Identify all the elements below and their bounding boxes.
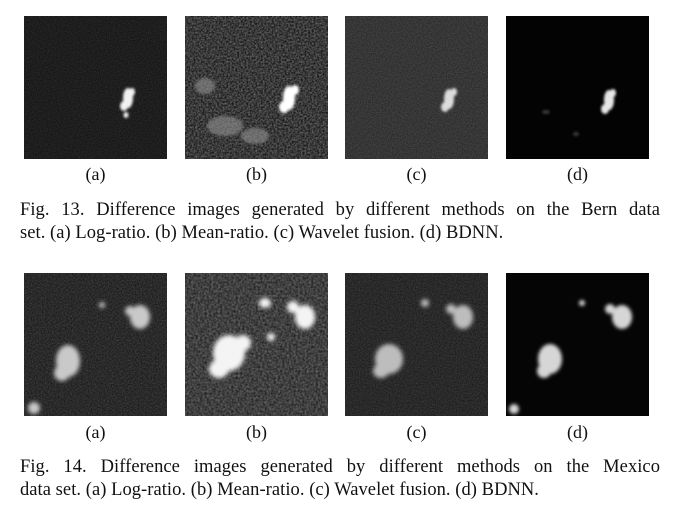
mexico-bdnn-image (506, 273, 649, 416)
mexico-wavelet-fusion-image (345, 273, 488, 416)
sublabel-b: (b) (246, 164, 267, 184)
sublabel-d: (d) (567, 422, 588, 442)
bern-bdnn-image (506, 16, 649, 159)
caption-line: data set. (a) Log-ratio. (b) Mean-ratio.… (20, 480, 539, 500)
caption-line: Fig. 13. Difference images generated by … (20, 200, 660, 220)
figure-14-caption: Fig. 14. Difference images generated by … (20, 456, 660, 502)
figure-13-caption: Fig. 13. Difference images generated by … (20, 199, 660, 245)
mexico-mean-ratio-image (185, 273, 328, 416)
bern-wavelet-fusion-image (345, 16, 488, 159)
caption-line: Fig. 14. Difference images generated by … (20, 457, 660, 477)
sublabel-d: (d) (567, 164, 588, 184)
sublabel-a: (a) (85, 164, 106, 184)
mexico-log-ratio-image (24, 273, 167, 416)
sublabel-b: (b) (246, 422, 267, 442)
bern-log-ratio-image (24, 16, 167, 159)
sublabel-c: (c) (406, 164, 427, 184)
sublabel-c: (c) (406, 422, 427, 442)
bern-mean-ratio-image (185, 16, 328, 159)
caption-line: set. (a) Log-ratio. (b) Mean-ratio. (c) … (20, 223, 504, 243)
sublabel-a: (a) (85, 422, 106, 442)
